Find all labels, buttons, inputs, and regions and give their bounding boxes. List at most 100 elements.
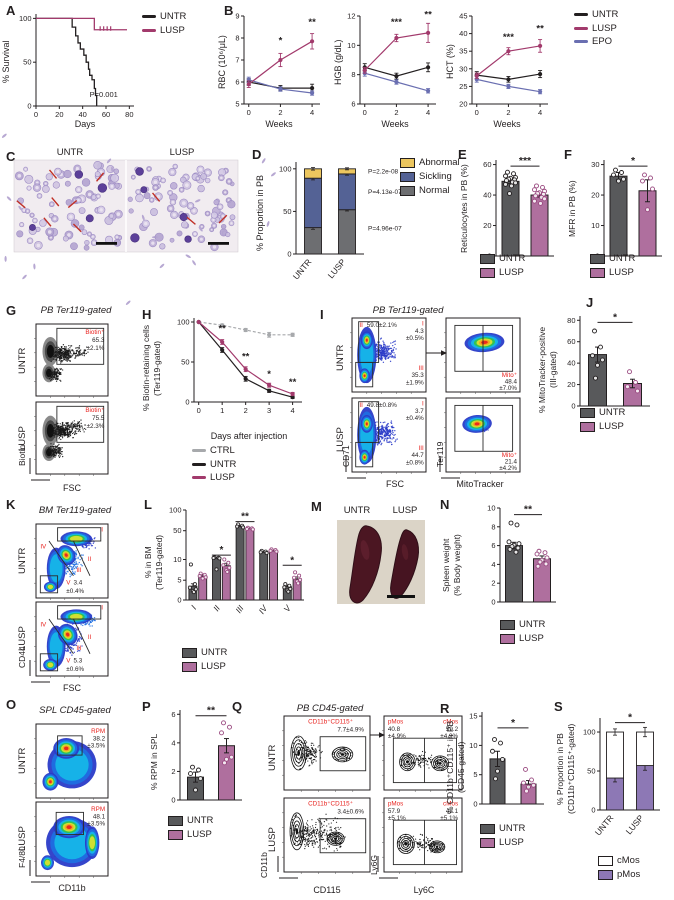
svg-text:4: 4	[491, 560, 495, 569]
b-hct-y-label: HCT (%)	[445, 44, 455, 80]
svg-text:50: 50	[283, 207, 291, 216]
legend-label: LUSP	[499, 837, 524, 849]
panel-letter-o: O	[6, 697, 17, 712]
d-legend: Abnormal Sickling Normal	[400, 158, 460, 196]
panel-i: I PB Ter119-gated UNTR LUSP II 59.0±2.1% I…	[318, 300, 524, 496]
legend-swatch	[598, 870, 613, 880]
svg-text:3: 3	[267, 406, 271, 415]
legend-item: UNTR	[590, 254, 635, 264]
f-y-axis-label: MFR in PB (%)	[567, 180, 577, 238]
c-col-label-lusp: LUSP	[169, 147, 195, 158]
svg-text:IV: IV	[256, 602, 270, 615]
svg-text:**: **	[241, 512, 249, 523]
legend-item: EPO	[574, 37, 618, 47]
svg-text:**: **	[308, 17, 316, 28]
svg-text:0: 0	[287, 250, 291, 259]
n-legend: UNTR LUSP	[500, 620, 545, 644]
svg-text:V: V	[281, 602, 293, 613]
svg-text:1: 1	[220, 406, 224, 415]
svg-text:0: 0	[571, 402, 575, 411]
svg-text:RPM: RPM	[91, 728, 105, 735]
legend-label: LUSP	[160, 24, 185, 36]
svg-text:Mito⁺: Mito⁺	[502, 452, 517, 459]
svg-text:30: 30	[459, 64, 467, 73]
legend-swatch	[400, 172, 415, 182]
survival-chart: 0 20 40 60 80 0 50 100 P=0.001	[10, 6, 140, 136]
panel-letter-g: G	[6, 303, 17, 318]
panel-d: D % Proportion in PB 0 50 100 UNTR LUSP P=2.2…	[250, 148, 465, 303]
svg-text:IV: IV	[40, 543, 47, 550]
svg-text:59.0±2.1%: 59.0±2.1%	[367, 322, 397, 329]
svg-text:44.7: 44.7	[412, 452, 425, 459]
legend-label: UNTR	[592, 9, 619, 20]
legend-label: LUSP	[599, 421, 624, 433]
svg-text:80: 80	[567, 316, 575, 325]
legend-item: UNTR	[142, 12, 186, 22]
k-x-axis-label: FSC	[63, 683, 81, 693]
proportion-stacked-chart: 0 50 100 UNTR LUSP P=2.2e-08 P=4.13e-07 P=4.96e…	[272, 152, 420, 294]
legend-swatch	[168, 830, 183, 840]
flow-plot-k-lusp: I IV II III V 5.3 ±0.6%	[26, 600, 110, 690]
legend-swatch	[142, 28, 156, 32]
i-row-label-untr: UNTR	[335, 344, 346, 372]
svg-text:**: **	[242, 352, 250, 363]
panel-m: M UNTR LUSP	[305, 496, 435, 696]
svg-text:2: 2	[491, 579, 495, 588]
g-x-axis-label: FSC	[63, 483, 81, 493]
legend-swatch	[574, 40, 588, 44]
svg-text:75.5: 75.5	[92, 415, 105, 422]
legend-swatch	[480, 254, 495, 264]
l-y-axis-label-1: % in BM	[143, 546, 153, 578]
g-title: PB Ter119-gated	[40, 305, 112, 316]
svg-text:LUSP: LUSP	[326, 257, 348, 281]
panel-letter-b: B	[224, 3, 234, 18]
panel-h: H % Biotin-retaining cells (Ter119-gated…	[140, 300, 318, 496]
svg-text:**: **	[424, 9, 432, 20]
legend-item: UNTR	[168, 816, 213, 826]
legend-label: LUSP	[519, 633, 544, 645]
svg-text:±7.0%: ±7.0%	[499, 385, 517, 392]
legend-label: pMos	[617, 869, 641, 881]
legend-item: LUSP	[580, 422, 625, 432]
monocyte-proportion-chart: 0 50 100 UNTR LUSP *	[578, 704, 664, 854]
gate-link-arrow	[426, 350, 447, 356]
svg-text:***: ***	[519, 155, 532, 167]
legend-label: Sickling	[419, 171, 452, 183]
legend-label: LUSP	[210, 472, 235, 483]
legend-item: LUSP	[480, 268, 525, 278]
flow-plot-q-untr-ly6c: pMos 40.8 ±4.9% cMos 59.2 ±4.9%	[382, 714, 464, 792]
svg-text:0: 0	[363, 108, 367, 117]
legend-item: LUSP	[500, 634, 545, 644]
flow-plot-k-untr: I IV II III V 3.4 ±0.4%	[34, 522, 110, 600]
q-row-label-untr: UNTR	[267, 744, 278, 772]
panel-letter-s: S	[554, 699, 563, 714]
legend-swatch	[574, 26, 588, 30]
legend-swatch	[598, 856, 613, 866]
legend-item: UNTR	[480, 254, 525, 264]
g-row-label-untr: UNTR	[17, 347, 28, 375]
o-row-label-untr: UNTR	[17, 747, 28, 775]
flow-plot-g-untr: Biotin⁺ 65.3 ±2.1%	[34, 322, 110, 398]
svg-text:P=2.2e-08: P=2.2e-08	[368, 168, 399, 175]
rpm-chart: 0 2 4 6 **	[160, 702, 248, 824]
svg-text:4: 4	[171, 738, 175, 747]
svg-text:±3.5%: ±3.5%	[87, 743, 105, 750]
legend-item: Normal	[400, 186, 460, 196]
svg-text:50: 50	[23, 58, 31, 67]
legend-swatch	[480, 268, 495, 278]
svg-text:50: 50	[181, 358, 189, 367]
svg-text:***: ***	[503, 32, 514, 43]
h-x-axis-label: Days after injection	[210, 431, 288, 441]
svg-text:5: 5	[235, 100, 239, 109]
legend-item: LUSP	[480, 838, 525, 848]
hgb-chart: 0 2 4 6 8 10 12 *** **	[346, 6, 442, 136]
legend-item: UNTR	[192, 459, 236, 470]
panel-letter-i: I	[320, 307, 324, 322]
svg-text:4: 4	[426, 108, 430, 117]
svg-text:4.3: 4.3	[415, 328, 424, 335]
legend-item: pMos	[598, 870, 640, 880]
legend-item: LUSP	[168, 830, 213, 840]
legend-item: UNTR	[580, 408, 625, 418]
svg-text:12: 12	[347, 12, 355, 21]
svg-text:V: V	[66, 658, 71, 665]
